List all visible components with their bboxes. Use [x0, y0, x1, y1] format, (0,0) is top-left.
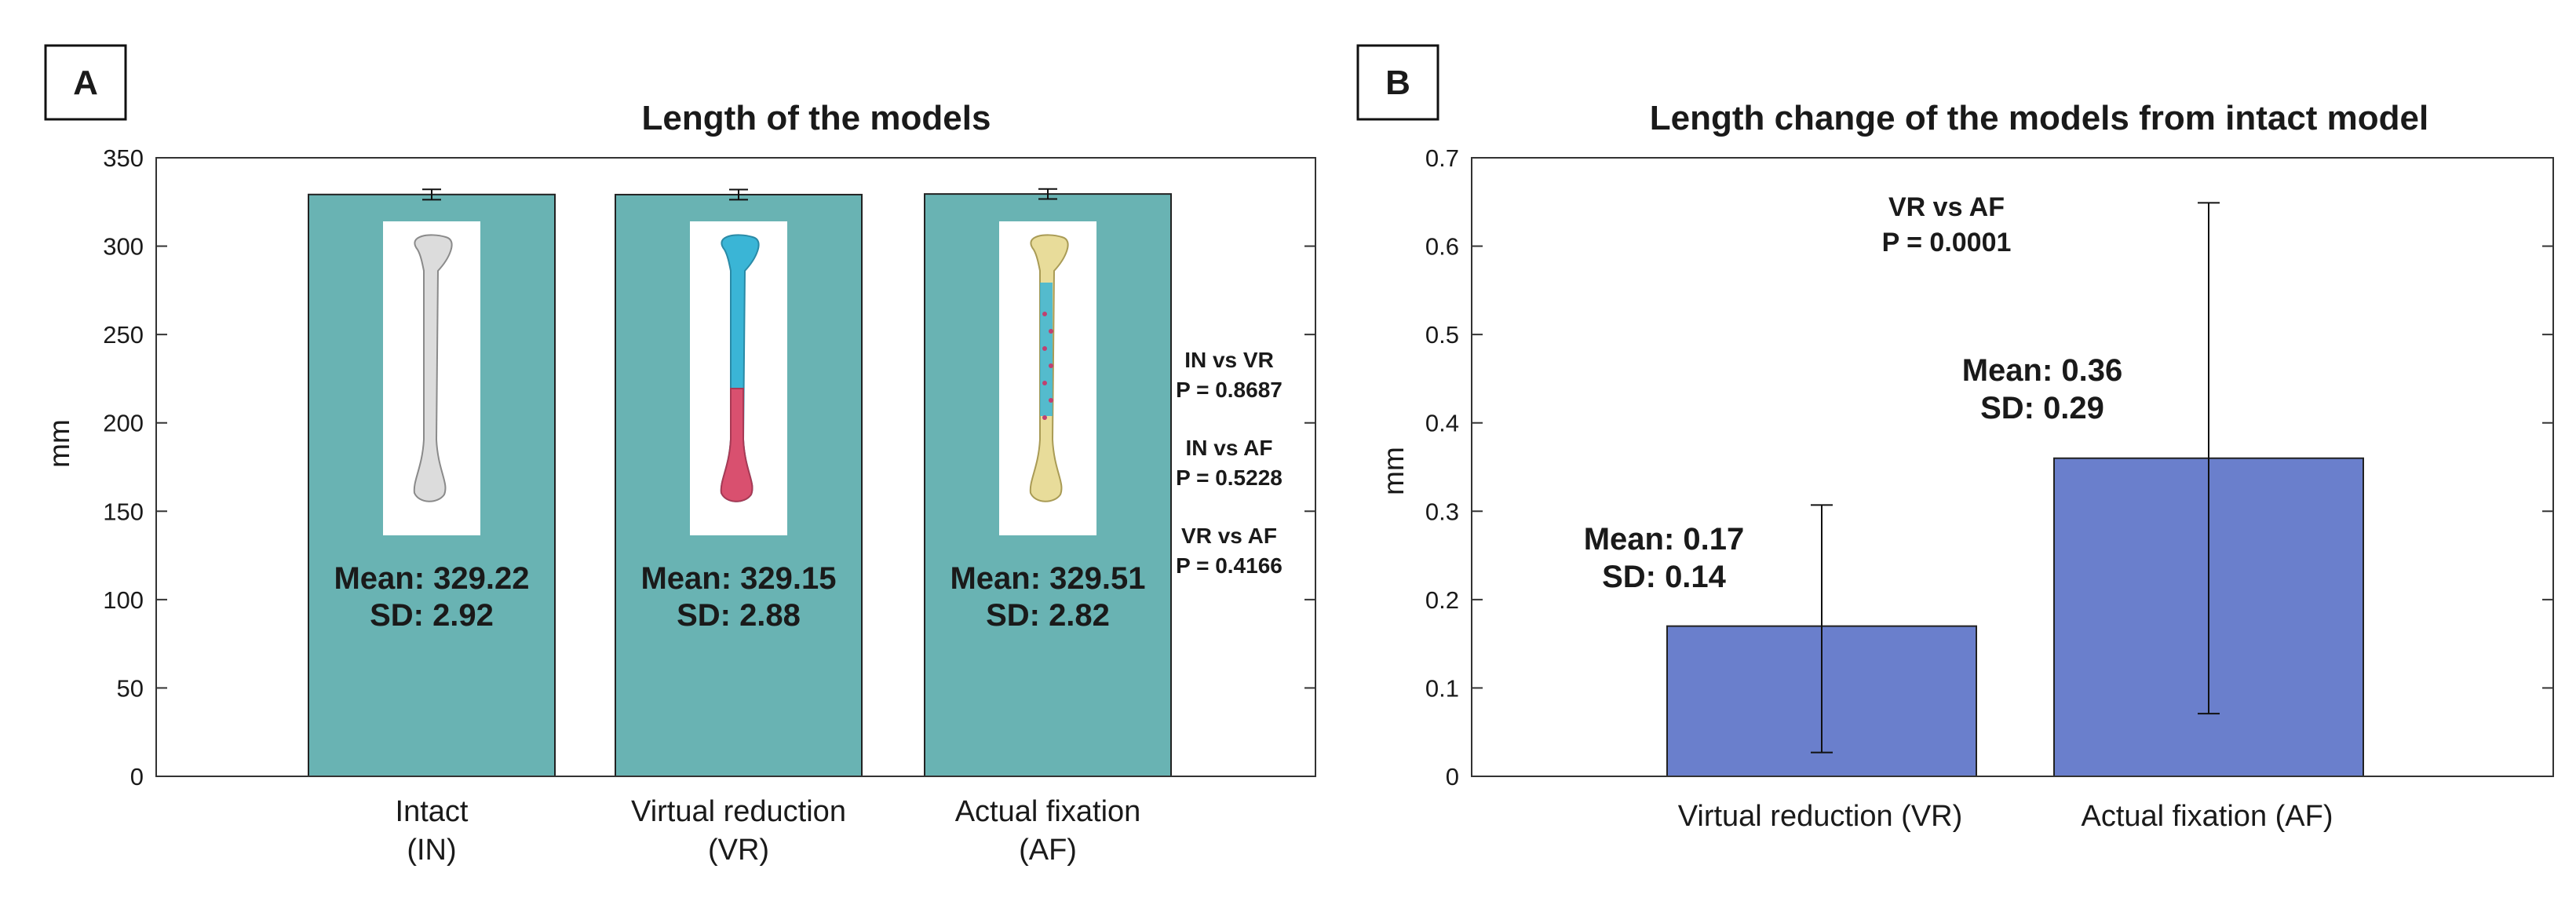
- x-tick-label: Virtual reduction: [631, 795, 846, 828]
- x-tick-label: Virtual reduction (VR): [1678, 800, 1963, 833]
- panel-b-axes-box: [1471, 157, 2554, 777]
- panel-a-title: Length of the models: [642, 99, 991, 137]
- y-tick-label: 0.3: [1425, 498, 1459, 525]
- comparison-p-value: P = 0.4166: [1176, 553, 1283, 578]
- y-tick-label: 0.4: [1425, 410, 1459, 437]
- comparison-name: IN vs VR: [1184, 348, 1274, 372]
- fixation-screw: [1049, 329, 1053, 334]
- fixation-screw: [1049, 363, 1053, 368]
- y-tick-label: 350: [103, 144, 144, 172]
- x-tick-label-abbrev: (AF): [1019, 834, 1077, 867]
- y-tick-label: 0.6: [1425, 233, 1459, 261]
- y-tick-label: 200: [103, 410, 144, 437]
- comparison-name: VR vs AF: [1888, 192, 2005, 222]
- x-tick-label-abbrev: (VR): [708, 834, 769, 867]
- mean-label: Mean: 329.22: [334, 561, 529, 596]
- panel-a-label-box: [44, 44, 127, 121]
- panel-a-label: A: [73, 64, 98, 102]
- sd-label: SD: 0.14: [1602, 560, 1727, 594]
- fixation-screw: [1042, 381, 1047, 385]
- y-tick-label: 0.1: [1425, 674, 1459, 702]
- mean-label: Mean: 0.17: [1584, 522, 1745, 557]
- y-tick-label: 0.5: [1425, 321, 1459, 349]
- x-tick-label: Intact: [396, 795, 469, 828]
- y-tick-label: 300: [103, 233, 144, 261]
- x-tick-label: Actual fixation: [955, 795, 1141, 828]
- bone-intact-image: [413, 234, 453, 502]
- y-tick-label: 0.7: [1425, 144, 1459, 172]
- panel-a-ylabel: mm: [43, 419, 75, 468]
- bone-distal-segment: [720, 388, 753, 502]
- sd-label: SD: 2.88: [677, 598, 801, 633]
- y-tick-label: 150: [103, 498, 144, 525]
- mean-label: Mean: 329.15: [640, 561, 836, 596]
- comparison-p-value: P = 0.0001: [1882, 228, 2012, 257]
- y-tick-label: 0: [1446, 763, 1459, 790]
- panel-b: B Length change of the models from intac…: [1356, 44, 2554, 833]
- fixation-screw: [1042, 415, 1047, 420]
- y-tick-label: 50: [117, 674, 144, 702]
- panel-a: A Length of the models mm 0 50 100 150 200 25…: [43, 44, 1316, 867]
- panel-a-axes-box: [155, 157, 1316, 777]
- mean-label: Mean: 329.51: [950, 561, 1145, 596]
- panel-b-ylabel: mm: [1377, 447, 1410, 495]
- panel-b-title: Length change of the models from intact …: [1650, 99, 2429, 137]
- comparison-name: VR vs AF: [1181, 524, 1277, 548]
- panel-b-label: B: [1385, 64, 1410, 102]
- mean-label: Mean: 0.36: [1962, 353, 2123, 388]
- sd-label: SD: 0.29: [1980, 391, 2104, 425]
- y-tick-label: 0.2: [1425, 586, 1459, 614]
- x-tick-label-abbrev: (IN): [407, 834, 456, 867]
- y-tick-label: 0: [130, 763, 144, 790]
- fixation-screw: [1049, 398, 1053, 403]
- comparison-p-value: P = 0.8687: [1176, 378, 1283, 402]
- fixation-screw: [1042, 312, 1047, 316]
- sd-label: SD: 2.92: [370, 598, 494, 633]
- sd-label: SD: 2.82: [986, 598, 1110, 633]
- panel-b-label-box: [1356, 44, 1439, 121]
- comparison-name: IN vs AF: [1186, 436, 1273, 460]
- fixation-screw: [1042, 346, 1047, 351]
- y-tick-label: 100: [103, 586, 144, 614]
- comparison-p-value: P = 0.5228: [1176, 465, 1283, 490]
- y-tick-label: 250: [103, 321, 144, 349]
- x-tick-label: Actual fixation (AF): [2082, 800, 2333, 833]
